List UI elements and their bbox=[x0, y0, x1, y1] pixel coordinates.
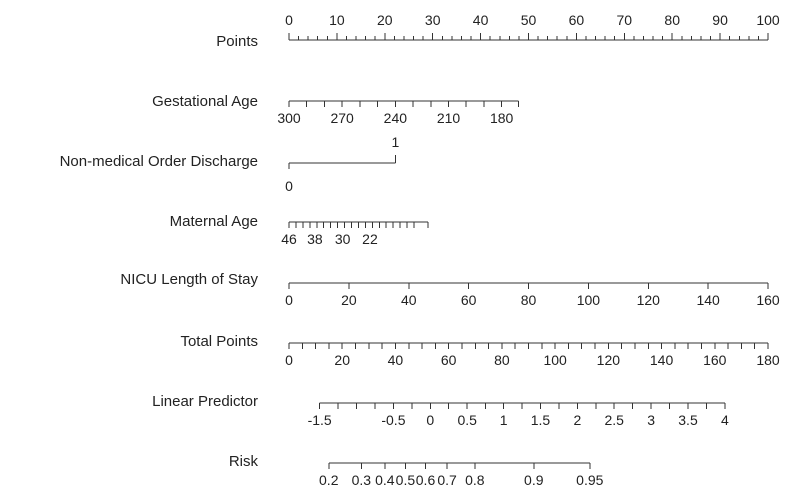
tick-label-maternal-age-2: 30 bbox=[335, 231, 351, 247]
tick-label-points-6: 60 bbox=[569, 12, 585, 28]
tick-label-linear-predictor-6: 2 bbox=[573, 412, 581, 428]
tick-label-points-5: 50 bbox=[521, 12, 537, 28]
tick-label-nicu-length-of-stay-0: 0 bbox=[285, 292, 293, 308]
tick-label-points-9: 90 bbox=[712, 12, 728, 28]
tick-label-linear-predictor-5: 1.5 bbox=[531, 412, 551, 428]
tick-label-gestational-age-4: 180 bbox=[490, 110, 514, 126]
tick-label-risk-1: 0.3 bbox=[352, 472, 372, 488]
tick-label-linear-predictor-7: 2.5 bbox=[605, 412, 625, 428]
tick-label-risk-8: 0.95 bbox=[576, 472, 603, 488]
tick-label-total-points-5: 100 bbox=[543, 352, 567, 368]
tick-label-non-medical-order-discharge-0: 0 bbox=[285, 178, 293, 194]
tick-label-total-points-6: 120 bbox=[597, 352, 621, 368]
tick-label-risk-4: 0.6 bbox=[416, 472, 436, 488]
tick-label-total-points-8: 160 bbox=[703, 352, 727, 368]
tick-label-linear-predictor-3: 0.5 bbox=[457, 412, 477, 428]
tick-label-total-points-0: 0 bbox=[285, 352, 293, 368]
tick-label-linear-predictor-4: 1 bbox=[500, 412, 508, 428]
tick-label-nicu-length-of-stay-6: 120 bbox=[637, 292, 661, 308]
row-label-maternal-age: Maternal Age bbox=[170, 213, 258, 230]
tick-label-gestational-age-1: 270 bbox=[330, 110, 354, 126]
tick-label-linear-predictor-1: -0.5 bbox=[381, 412, 405, 428]
tick-label-nicu-length-of-stay-8: 160 bbox=[756, 292, 780, 308]
tick-label-gestational-age-0: 300 bbox=[277, 110, 301, 126]
tick-label-total-points-9: 180 bbox=[756, 352, 780, 368]
tick-label-points-0: 0 bbox=[285, 12, 293, 28]
tick-label-total-points-3: 60 bbox=[441, 352, 457, 368]
tick-label-non-medical-order-discharge-1: 1 bbox=[391, 134, 399, 150]
tick-label-linear-predictor-9: 3.5 bbox=[678, 412, 698, 428]
tick-label-maternal-age-3: 22 bbox=[362, 231, 378, 247]
tick-label-risk-6: 0.8 bbox=[465, 472, 485, 488]
row-label-linear-predictor: Linear Predictor bbox=[152, 393, 258, 410]
tick-label-linear-predictor-0: -1.5 bbox=[308, 412, 332, 428]
tick-label-points-7: 70 bbox=[617, 12, 633, 28]
row-label-gestational-age: Gestational Age bbox=[152, 93, 258, 110]
tick-label-nicu-length-of-stay-1: 20 bbox=[341, 292, 357, 308]
tick-label-risk-3: 0.5 bbox=[396, 472, 416, 488]
tick-label-points-8: 80 bbox=[664, 12, 680, 28]
tick-label-total-points-2: 40 bbox=[388, 352, 404, 368]
tick-label-risk-5: 0.7 bbox=[437, 472, 457, 488]
tick-label-linear-predictor-10: 4 bbox=[721, 412, 729, 428]
tick-label-total-points-7: 140 bbox=[650, 352, 674, 368]
tick-label-nicu-length-of-stay-4: 80 bbox=[521, 292, 537, 308]
tick-label-linear-predictor-8: 3 bbox=[647, 412, 655, 428]
row-label-nicu-length-of-stay: NICU Length of Stay bbox=[120, 271, 258, 288]
tick-label-nicu-length-of-stay-7: 140 bbox=[696, 292, 720, 308]
row-label-total-points: Total Points bbox=[180, 333, 258, 350]
tick-label-nicu-length-of-stay-3: 60 bbox=[461, 292, 477, 308]
tick-label-maternal-age-1: 38 bbox=[307, 231, 323, 247]
tick-label-risk-2: 0.4 bbox=[375, 472, 395, 488]
tick-label-total-points-1: 20 bbox=[334, 352, 350, 368]
row-label-points: Points bbox=[216, 33, 258, 50]
tick-label-maternal-age-0: 46 bbox=[281, 231, 297, 247]
tick-label-risk-7: 0.9 bbox=[524, 472, 544, 488]
tick-label-points-4: 40 bbox=[473, 12, 489, 28]
tick-label-nicu-length-of-stay-5: 100 bbox=[577, 292, 601, 308]
tick-label-gestational-age-2: 240 bbox=[384, 110, 408, 126]
tick-label-linear-predictor-2: 0 bbox=[426, 412, 434, 428]
tick-label-points-10: 100 bbox=[756, 12, 780, 28]
row-label-non-medical-order-discharge: Non-medical Order Discharge bbox=[60, 153, 258, 170]
tick-label-total-points-4: 80 bbox=[494, 352, 510, 368]
tick-label-points-2: 20 bbox=[377, 12, 393, 28]
row-label-risk: Risk bbox=[229, 453, 259, 470]
tick-label-nicu-length-of-stay-2: 40 bbox=[401, 292, 417, 308]
tick-label-risk-0: 0.2 bbox=[319, 472, 339, 488]
tick-label-gestational-age-3: 210 bbox=[437, 110, 461, 126]
tick-label-points-3: 30 bbox=[425, 12, 441, 28]
tick-label-points-1: 10 bbox=[329, 12, 345, 28]
